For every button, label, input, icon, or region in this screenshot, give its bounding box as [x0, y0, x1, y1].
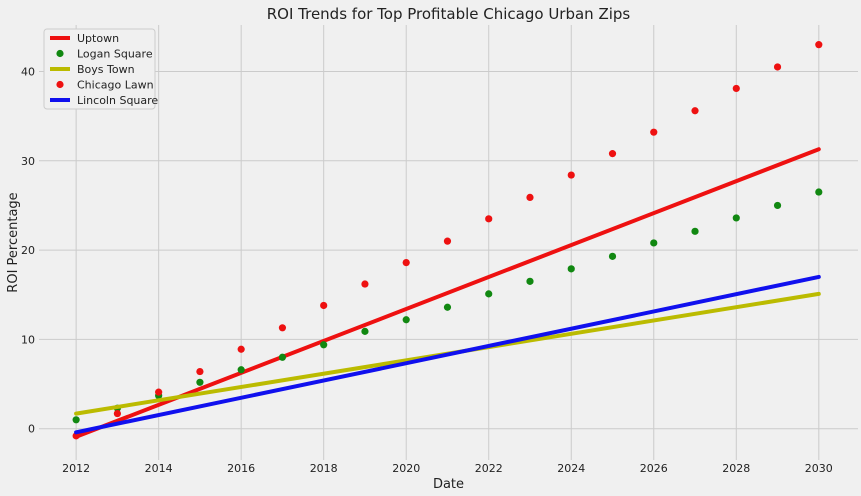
chicago-lawn-point: [196, 367, 204, 376]
legend-item-boys-town: Boys Town: [50, 63, 135, 76]
logan-square-point: [237, 366, 245, 374]
logan-square-point: [732, 214, 740, 222]
logan-square-point: [773, 201, 782, 210]
logan-square-point: [650, 239, 658, 247]
legend-item-uptown: Uptown: [50, 32, 119, 45]
series-layer: [72, 41, 823, 440]
chicago-lawn-point: [815, 41, 823, 49]
chicago-lawn-point: [155, 388, 163, 396]
chicago-lawn-point: [278, 324, 287, 332]
x-tick-labels: 2012 2014 2016 2018 2020 2022 2024 2026 2028 2030: [62, 462, 833, 475]
logan-square-point: [608, 252, 617, 260]
logan-square-point: [72, 416, 80, 424]
chicago-lawn-point: [443, 237, 452, 245]
legend-item-logan-square: Logan Square: [56, 48, 153, 61]
logan-square-point: [815, 188, 823, 196]
chicago-lawn-point: [361, 280, 369, 288]
legend-label: Chicago Lawn: [77, 79, 154, 92]
x-tick-label: 2012: [62, 462, 90, 475]
logan-square-point: [443, 303, 452, 311]
chicago-lawn-point: [608, 150, 617, 158]
x-tick-label: 2020: [392, 462, 420, 475]
y-axis-title: ROI Percentage: [6, 192, 21, 292]
logan-square-point: [567, 265, 575, 273]
chicago-lawn-point: [691, 107, 699, 115]
y-tick-labels: 0 10 20 30 40: [21, 65, 35, 435]
chicago-lawn-point: [650, 128, 658, 136]
chicago-lawn-point: [72, 432, 80, 440]
legend-item-chicago-lawn: Chicago Lawn: [56, 79, 154, 92]
x-tick-label: 2024: [557, 462, 585, 475]
legend: Uptown Logan Square Boys Town Chicago Lawn L…: [43, 28, 158, 110]
logan-square-point: [691, 227, 699, 235]
chicago-lawn-point: [526, 193, 534, 201]
chicago-lawn-point: [567, 171, 575, 179]
y-tick-label: 10: [21, 333, 35, 346]
y-tick-label: 30: [21, 155, 35, 168]
lincoln-square-line: [74, 274, 821, 435]
series-chicago-lawn: [72, 41, 823, 440]
legend-box: [43, 28, 156, 110]
series-uptown: [74, 147, 821, 439]
logan-square-point: [320, 341, 328, 349]
legend-swatch: [56, 80, 64, 89]
logan-square-point: [402, 316, 410, 324]
x-tick-label: 2016: [227, 462, 255, 475]
x-tick-label: 2014: [145, 462, 173, 475]
x-tick-label: 2022: [475, 462, 503, 475]
uptown-line: [74, 147, 821, 439]
legend-label: Uptown: [77, 32, 119, 45]
chicago-lawn-point: [237, 345, 245, 353]
legend-label: Boys Town: [77, 63, 135, 76]
x-tick-label: 2026: [640, 462, 668, 475]
chicago-lawn-point: [113, 409, 121, 418]
chicago-lawn-point: [485, 215, 493, 223]
logan-square-point: [526, 277, 534, 285]
legend-item-lincoln-square: Lincoln Square: [50, 94, 158, 107]
logan-square-point: [278, 353, 287, 361]
logan-square-point: [361, 327, 369, 335]
x-tick-label: 2018: [310, 462, 338, 475]
logan-square-point: [485, 290, 493, 298]
chicago-lawn-point: [773, 63, 782, 71]
y-tick-label: 40: [21, 65, 35, 78]
chicago-lawn-point: [320, 301, 328, 310]
legend-label: Logan Square: [77, 48, 153, 61]
series-lincoln-square: [74, 274, 821, 435]
x-tick-label: 2028: [722, 462, 750, 475]
y-tick-label: 20: [21, 244, 35, 257]
chicago-lawn-point: [732, 84, 740, 93]
x-axis-title: Date: [433, 477, 464, 492]
legend-label: Lincoln Square: [77, 94, 158, 107]
series-logan-square: [72, 188, 823, 424]
x-tick-label: 2030: [805, 462, 833, 475]
chicago-lawn-point: [402, 258, 410, 267]
logan-square-point: [196, 378, 204, 386]
y-tick-label: 0: [28, 423, 35, 436]
legend-swatch: [56, 49, 64, 58]
chart-title: ROI Trends for Top Profitable Chicago Ur…: [267, 5, 631, 23]
